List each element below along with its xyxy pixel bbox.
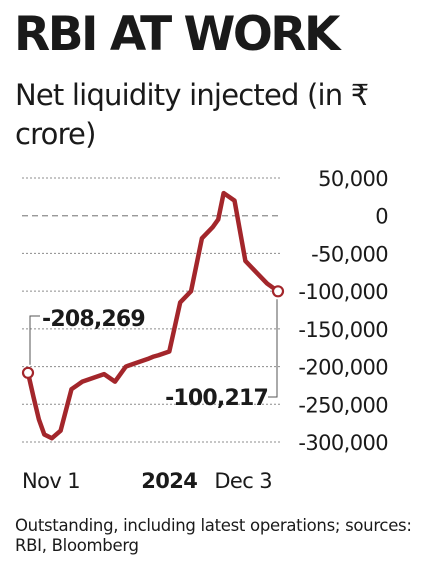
- footnote: Outstanding, including latest operations…: [15, 516, 412, 555]
- chart-subtitle: Net liquidity injected (in ₹ crore): [15, 78, 369, 151]
- annotation-leaders: [29, 299, 278, 398]
- y-tick-label: -100,000: [298, 280, 388, 304]
- y-tick-label: -200,000: [298, 356, 388, 380]
- y-tick-label: 0: [375, 205, 388, 229]
- line-chart: 50,000 0 -50,000 -100,000 -150,000 -200,000 -2…: [21, 167, 389, 493]
- series-net-liquidity: [21, 190, 285, 441]
- y-axis-ticks: 50,000 0 -50,000 -100,000 -150,000 -200,000 -2…: [298, 167, 388, 455]
- series-line: [25, 190, 281, 441]
- x-tick-label: Dec 3: [214, 469, 272, 493]
- y-tick-label: -300,000: [298, 431, 388, 455]
- headline: RBI AT WORK: [14, 7, 340, 62]
- leader-line-first: [29, 315, 40, 365]
- leader-line-last: [268, 299, 278, 398]
- y-tick-label: -250,000: [298, 393, 388, 417]
- data-label-start: -208,269: [42, 307, 145, 332]
- start-point-marker: [21, 366, 35, 379]
- x-tick-label: 2024: [141, 469, 197, 493]
- data-label-end: -100,217: [165, 386, 268, 411]
- y-tick-label: -50,000: [311, 242, 388, 266]
- y-tick-label: -150,000: [298, 318, 388, 342]
- data-labels: -208,269 -100,217: [42, 307, 269, 411]
- x-axis-ticks: Nov 1 2024 Dec 3: [22, 469, 273, 493]
- x-tick-label: Nov 1: [22, 469, 80, 493]
- y-tick-label: 50,000: [318, 167, 388, 191]
- end-point-marker: [271, 285, 285, 298]
